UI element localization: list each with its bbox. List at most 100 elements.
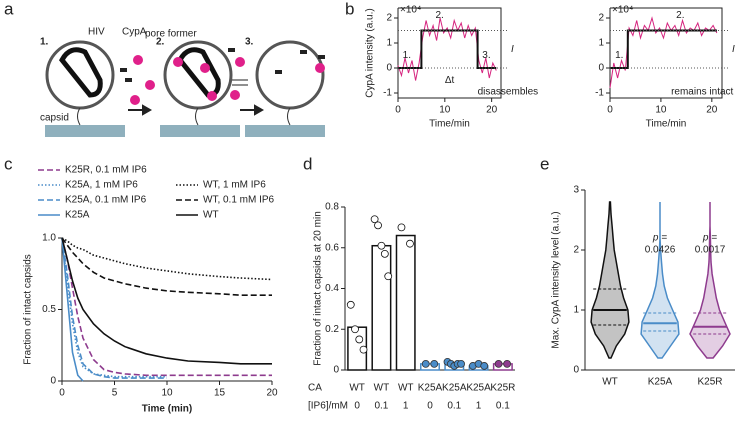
diagram-label: HIV bbox=[88, 27, 105, 38]
x-tick-label: 10 bbox=[439, 105, 451, 116]
y-tick-label: 2 bbox=[386, 13, 392, 24]
line bbox=[609, 16, 718, 89]
x-tick-label: 10 bbox=[161, 388, 173, 399]
legend-label: K25A bbox=[65, 210, 90, 221]
surface bbox=[160, 125, 240, 137]
violin bbox=[689, 202, 731, 359]
pore-former bbox=[300, 50, 307, 54]
annotation: 1. bbox=[615, 50, 623, 61]
y-tick-label: 3 bbox=[573, 185, 579, 196]
line bbox=[61, 237, 167, 378]
pore-former bbox=[318, 55, 325, 59]
panel-labels: a b c d e bbox=[4, 0, 549, 173]
step-label: 1. bbox=[40, 37, 49, 48]
x-tick-label: WT bbox=[374, 383, 390, 394]
tether bbox=[287, 107, 291, 126]
y-tick-label: 0.5 bbox=[42, 304, 56, 315]
capsid-shape bbox=[59, 47, 103, 98]
y-tick-label: 2 bbox=[573, 245, 579, 256]
cypa bbox=[235, 57, 245, 67]
diagram: 1. 2. 3. HIV CypA pore former capsid bbox=[40, 27, 325, 137]
cypa bbox=[207, 91, 217, 101]
x-tick-label: K25R bbox=[697, 377, 722, 388]
x-tick-label: 0.1 bbox=[496, 401, 510, 412]
x-tick-label: K25A bbox=[466, 383, 491, 394]
data-point bbox=[384, 272, 393, 281]
diagram-label: CypA bbox=[122, 27, 147, 38]
line bbox=[61, 237, 84, 382]
data-point bbox=[457, 359, 465, 368]
data-point bbox=[494, 359, 503, 368]
data-point bbox=[355, 335, 364, 344]
line bbox=[61, 237, 273, 281]
pore-former bbox=[275, 70, 282, 74]
x-tick-label: 0 bbox=[59, 388, 65, 399]
x-tick-label: 10 bbox=[655, 105, 667, 116]
p-label: p = bbox=[702, 233, 717, 244]
bar bbox=[371, 244, 392, 371]
diagram-label: pore former bbox=[145, 29, 197, 40]
p-label: p = bbox=[652, 233, 667, 244]
panel-label: b bbox=[345, 0, 354, 18]
x-tick-label: 20 bbox=[706, 105, 718, 116]
panel-label: d bbox=[303, 154, 312, 173]
bar bbox=[395, 234, 416, 371]
row-label: CA bbox=[308, 383, 322, 394]
step-label: 2. bbox=[156, 37, 165, 48]
x-tick-label: 1 bbox=[403, 401, 409, 412]
surface bbox=[245, 125, 325, 137]
y-tick-label: 1.0 bbox=[42, 233, 56, 244]
legend-label: K25R, 0.1 mM IP6 bbox=[65, 165, 147, 176]
y-tick-label: 2 bbox=[598, 13, 604, 24]
step-arrow bbox=[128, 104, 265, 116]
annotation: remains intact bbox=[671, 86, 733, 97]
x-tick-label: 0 bbox=[395, 105, 401, 116]
y-tick-label: 1 bbox=[598, 38, 604, 49]
annotation: 1. bbox=[403, 50, 411, 61]
step-label: 3. bbox=[245, 37, 254, 48]
legend-label: WT bbox=[203, 210, 219, 221]
x-tick-label: 5 bbox=[112, 388, 118, 399]
y-axis-label: Fraction of intact capsids bbox=[23, 254, 34, 365]
line bbox=[61, 237, 272, 296]
tether bbox=[195, 107, 199, 126]
cypa-icons bbox=[130, 55, 325, 105]
y-tick-label: -1 bbox=[595, 88, 604, 99]
axis-multiplier: ×10⁴ bbox=[400, 5, 421, 16]
surface bbox=[45, 125, 125, 137]
axes bbox=[344, 207, 515, 371]
violin bbox=[590, 201, 630, 359]
annotation: 3. bbox=[482, 50, 490, 61]
data-point bbox=[374, 221, 382, 230]
equilibrium-arrow bbox=[232, 79, 248, 86]
data-point bbox=[359, 345, 368, 354]
data-point bbox=[346, 300, 355, 309]
x-tick-label: K25R bbox=[490, 383, 515, 394]
x-tick-label: 20 bbox=[486, 105, 498, 116]
x-axis-label: Time/min bbox=[646, 119, 687, 130]
p-value: 0.0017 bbox=[695, 245, 726, 256]
y-tick-label: 0 bbox=[386, 63, 392, 74]
data-point bbox=[377, 241, 386, 250]
legend-label: K25A, 1 mM IP6 bbox=[65, 180, 138, 191]
y-tick-label: 0 bbox=[573, 365, 579, 376]
violin bbox=[640, 202, 680, 359]
x-axis-label: Time/min bbox=[429, 119, 470, 130]
cypa bbox=[173, 57, 183, 67]
x-tick-label: 0 bbox=[354, 401, 360, 412]
panel-label: e bbox=[540, 154, 549, 173]
data-point bbox=[397, 223, 406, 232]
y-axis-label: Max. CypA intensity level (a.u.) bbox=[551, 211, 562, 348]
data-point bbox=[503, 359, 512, 368]
y-tick-label: 1 bbox=[573, 305, 579, 316]
data-point bbox=[406, 239, 414, 248]
y-tick-label: -1 bbox=[383, 88, 392, 99]
cypa bbox=[315, 63, 325, 73]
x-tick-label: WT bbox=[398, 383, 414, 394]
tether bbox=[77, 107, 81, 126]
x-tick-label: 15 bbox=[214, 388, 226, 399]
y-tick-label: 0 bbox=[50, 376, 56, 387]
cypa bbox=[230, 90, 240, 100]
cypa bbox=[145, 80, 155, 90]
x-tick-label: K25A bbox=[418, 383, 443, 394]
